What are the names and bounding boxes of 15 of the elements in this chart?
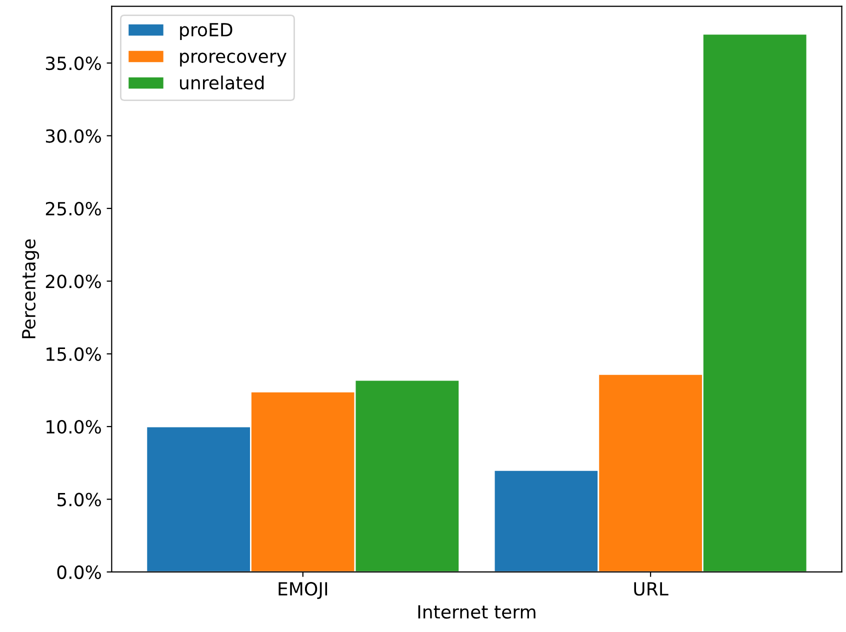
x-tick-label: URL [634, 582, 668, 596]
legend-label: unrelated [180, 76, 264, 90]
y-tick-label: 30.0% [46, 129, 101, 143]
legend-label: prorecovery [180, 52, 286, 67]
y-axis-title: Percentage [22, 239, 40, 338]
y-tick-label: 35.0% [46, 56, 101, 70]
x-tick-label: EMOJI [278, 582, 328, 600]
y-tick-label: 25.0% [46, 202, 101, 216]
y-tick-label: 5.0% [57, 492, 101, 506]
y-tick-label: 0.0% [57, 565, 101, 580]
x-axis-title: Internet term [418, 605, 536, 619]
y-tick-label: 10.0% [46, 420, 101, 434]
y-tick-label: 15.0% [46, 347, 101, 361]
legend-label: proED [180, 23, 232, 40]
y-tick-label: 20.0% [46, 274, 101, 288]
